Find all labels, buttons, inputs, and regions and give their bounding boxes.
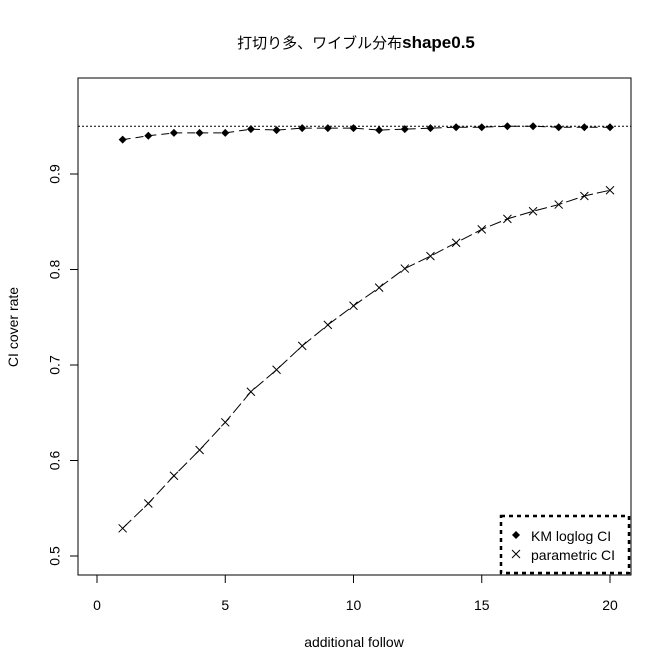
- x-marker-icon: [349, 301, 358, 311]
- plot-area: [77, 77, 632, 576]
- y-tick-label: 0.9: [47, 164, 63, 184]
- series-line: [122, 125, 610, 141]
- x-marker-icon: [426, 251, 435, 261]
- diamond-marker-icon: [452, 123, 461, 132]
- x-marker-icon: [477, 225, 487, 234]
- diamond-marker-icon: [400, 125, 409, 134]
- x-marker-icon: [579, 191, 589, 201]
- diamond-marker-icon: [272, 126, 281, 135]
- legend-label-km: KM loglog CI: [531, 528, 611, 544]
- x-marker-icon: [511, 549, 521, 559]
- x-marker-icon: [323, 320, 333, 330]
- x-axis: 0 5 10 15 20: [93, 574, 618, 613]
- diamond-marker-icon: [554, 123, 563, 132]
- diamond-marker-icon: [529, 122, 538, 131]
- diamond-marker-icon: [426, 124, 435, 133]
- diamond-marker-icon: [298, 124, 307, 133]
- x-tick-label: 10: [346, 597, 362, 613]
- x-marker-icon: [605, 185, 615, 195]
- diamond-marker-icon: [144, 131, 153, 140]
- series-line: [122, 189, 611, 529]
- x-tick-label: 0: [93, 597, 101, 613]
- diamond-marker-icon: [503, 122, 512, 131]
- series-layer: [118, 122, 615, 533]
- legend-item-parametric: parametric CI: [511, 547, 615, 563]
- diamond-marker-icon: [606, 123, 614, 132]
- x-marker-icon: [554, 200, 564, 209]
- x-marker-icon: [400, 264, 410, 273]
- y-tick-label: 0.8: [47, 260, 63, 280]
- legend-box: [499, 514, 631, 575]
- diamond-marker-icon: [349, 124, 358, 133]
- diamond-icon: [512, 531, 520, 539]
- x-axis-label: additional follow: [304, 634, 405, 650]
- y-tick-label: 0.7: [47, 355, 63, 375]
- diamond-marker-icon: [375, 126, 384, 135]
- x-marker-icon: [220, 417, 230, 427]
- x-tick-label: 5: [221, 597, 229, 613]
- x-marker-icon: [246, 387, 256, 397]
- x-marker-icon: [272, 365, 281, 375]
- legend-label-parametric: parametric CI: [531, 547, 615, 563]
- x-marker-icon: [374, 283, 384, 292]
- diamond-marker-icon: [221, 128, 230, 137]
- chart-title-jp: 打切り多、ワイブル分布: [237, 34, 402, 52]
- x-tick-label: 15: [474, 597, 490, 613]
- y-axis-label: CI cover rate: [5, 287, 21, 367]
- x-tick-label: 20: [602, 597, 618, 613]
- series-parametric-ci: [118, 185, 615, 533]
- x-marker-icon: [297, 341, 307, 351]
- x-marker-icon: [143, 499, 153, 508]
- y-tick-label: 0.6: [47, 451, 63, 471]
- x-marker-icon: [528, 206, 538, 216]
- x-marker-icon: [169, 471, 179, 481]
- diamond-marker-icon: [246, 125, 255, 134]
- series-km-loglog-ci: [118, 122, 614, 144]
- y-axis: 0.5 0.6 0.7 0.8 0.9: [47, 164, 79, 566]
- y-tick-label: 0.5: [47, 546, 63, 566]
- chart-title: 打切り多、ワイブル分布shape0.5: [237, 33, 475, 52]
- x-marker-icon: [195, 445, 204, 455]
- legend-item-km: KM loglog CI: [512, 528, 611, 544]
- x-marker-icon: [118, 523, 128, 533]
- diamond-marker-icon: [323, 124, 332, 133]
- legend: KM loglog CI parametric CI: [499, 514, 631, 575]
- diamond-marker-icon: [195, 128, 204, 137]
- chart-title-en: shape0.5: [402, 33, 475, 52]
- x-marker-icon: [451, 238, 461, 248]
- x-marker-icon: [503, 214, 512, 224]
- diamond-marker-icon: [169, 128, 178, 137]
- diamond-marker-icon: [118, 135, 127, 144]
- diamond-marker-icon: [580, 123, 589, 132]
- diamond-marker-icon: [477, 123, 486, 132]
